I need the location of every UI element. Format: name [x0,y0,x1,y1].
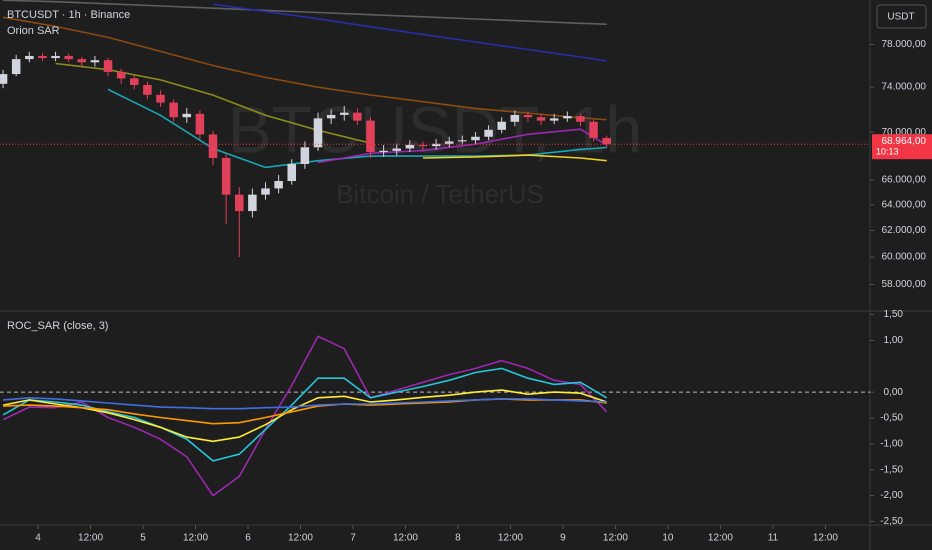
y-tick-label: 64.000,00 [882,199,927,210]
candle-body [405,144,415,149]
x-tick-label: 6 [245,533,251,544]
y-tick-label: -2,00 [880,490,903,501]
candle-body [64,55,73,60]
indicator-title: ROC_SAR (close, 3) [7,320,108,332]
last-price-badge [872,134,932,160]
line-series [2,367,608,462]
candle-body [11,59,21,75]
candle-body [261,188,270,195]
y-tick-label: -1,50 [880,464,903,475]
candle-body [471,136,480,141]
candle-body [458,140,467,142]
candle-body [169,102,178,118]
last-price-label: 68.964,00 [882,136,927,147]
y-tick-label: 74.000,00 [882,82,927,93]
y-tick-label: 1,50 [884,309,904,320]
candle-body [549,118,559,121]
y-tick-label: 0,00 [884,387,904,398]
line-series [3,0,607,25]
candle-body [366,120,375,153]
plot-layer [0,0,870,497]
line-series [3,396,607,410]
candle-body [379,150,388,153]
x-tick-label: 12:00 [708,533,733,544]
x-tick-label: 9 [560,533,566,544]
x-tick-label: 12:00 [498,533,523,544]
candle-body [130,78,139,85]
candle-body [431,143,441,147]
x-tick-label: 12:00 [78,533,103,544]
y-tick-label: 60.000,00 [882,252,927,263]
candle-body [602,137,611,145]
candle-body [234,194,244,212]
y-tick-label: -1,00 [880,438,903,449]
candle-body [418,144,428,147]
x-tick-label: 7 [350,533,356,544]
candle-body [143,84,152,95]
line-series [2,389,607,443]
candle-body [392,148,401,151]
candle-body [156,94,165,103]
candle-body [116,71,126,79]
x-tick-label: 12:00 [288,533,313,544]
y-tick-label: 66.000,00 [882,174,927,185]
currency-button[interactable] [876,4,927,29]
candle-body [484,129,493,137]
candle-body [497,121,506,130]
candle-body [90,60,100,63]
candle-body [339,112,349,115]
y-tick-label: 58.000,00 [882,279,927,290]
candle-body [353,112,362,121]
x-tick-label: 8 [455,533,461,544]
candle-body [287,163,297,182]
x-tick-label: 12:00 [603,533,628,544]
candle-body [0,74,8,84]
candle-body [25,55,34,60]
watermark-subtitle: Bitcoin / TetherUS [336,179,544,209]
line-series [422,154,607,162]
candle-body [523,114,533,118]
x-tick-label: 12:00 [393,533,418,544]
y-tick-label: 62.000,00 [882,225,927,236]
candle-body [589,121,598,138]
candle-body [38,55,47,59]
candle-body [300,147,310,164]
candle-body [221,157,231,195]
y-tick-label: 70.000,00 [882,127,927,138]
candle-body [51,55,60,59]
candle-body [576,116,585,122]
y-tick-label: 1,00 [884,335,904,346]
candle-body [208,134,218,158]
line-series [212,3,607,62]
candle-body [563,116,572,119]
currency-label[interactable]: USDT [887,12,914,23]
candle-body [444,141,454,144]
candle-body [313,118,323,148]
x-tick-label: 11 [768,533,779,544]
candle-body [536,117,546,121]
candle-body [182,113,192,118]
y-tick-label: -2,50 [880,516,903,527]
candle-body [248,194,257,212]
candle-body [510,114,520,122]
x-tick-label: 12:00 [813,533,838,544]
line-series [2,335,608,497]
chart-title: BTCUSDT · 1h · Binance [7,9,130,21]
x-tick-label: 5 [140,533,146,544]
x-tick-label: 12:00 [183,533,208,544]
candle-body [326,114,336,119]
candle-body [103,60,113,72]
y-tick-label: 78.000,00 [882,39,927,50]
indicator-name: Orion SAR [7,25,60,37]
candle-body [195,113,205,135]
x-tick-label: 4 [35,533,41,544]
y-tick-label: -0,50 [880,413,903,424]
x-tick-label: 10 [662,533,674,544]
countdown-label: 10:13 [876,147,899,157]
candle-body [77,59,87,63]
candle-body [274,181,283,189]
